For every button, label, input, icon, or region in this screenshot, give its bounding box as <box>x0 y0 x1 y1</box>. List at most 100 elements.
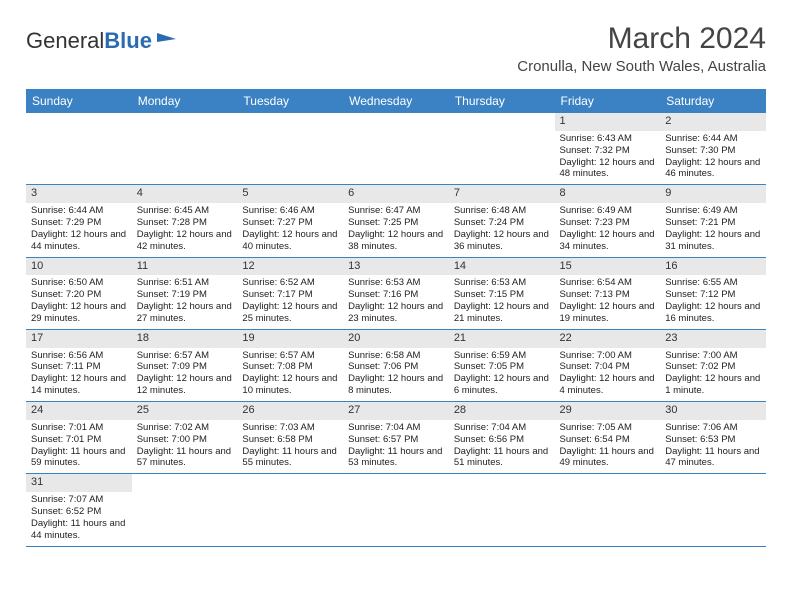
daylight-line: Daylight: 12 hours and 14 minutes. <box>31 373 127 397</box>
calendar-week-row: 10Sunrise: 6:50 AMSunset: 7:20 PMDayligh… <box>26 257 766 329</box>
sunset-line: Sunset: 7:25 PM <box>348 217 444 229</box>
day-number: 6 <box>343 185 449 203</box>
calendar-day-cell: 9 Sunrise: 6:49 AMSunset: 7:21 PMDaylight… <box>660 185 766 257</box>
sunset-line: Sunset: 6:58 PM <box>242 434 338 446</box>
daylight-line: Daylight: 11 hours and 49 minutes. <box>560 446 656 470</box>
sunset-line: Sunset: 7:05 PM <box>454 361 550 373</box>
daylight-line: Daylight: 12 hours and 27 minutes. <box>137 301 233 325</box>
sunrise-line: Sunrise: 7:01 AM <box>31 422 127 434</box>
sunset-line: Sunset: 7:32 PM <box>560 145 656 157</box>
daylight-line: Daylight: 12 hours and 21 minutes. <box>454 301 550 325</box>
calendar-week-row: 3Sunrise: 6:44 AMSunset: 7:29 PMDaylight… <box>26 185 766 257</box>
sunset-line: Sunset: 7:01 PM <box>31 434 127 446</box>
sunrise-line: Sunrise: 7:05 AM <box>560 422 656 434</box>
calendar-day-cell: 1Sunrise: 6:43 AMSunset: 7:32 PMDaylight… <box>555 113 661 185</box>
sunset-line: Sunset: 7:16 PM <box>348 289 444 301</box>
header: GeneralBlue March 2024 Cronulla, New Sou… <box>26 22 766 75</box>
sunrise-line: Sunrise: 6:50 AM <box>31 277 127 289</box>
sunrise-line: Sunrise: 7:04 AM <box>454 422 550 434</box>
calendar-day-cell: 17Sunrise: 6:56 AMSunset: 7:11 PMDayligh… <box>26 329 132 401</box>
calendar-day-cell: 4Sunrise: 6:45 AMSunset: 7:28 PMDaylight… <box>132 185 238 257</box>
daylight-line: Daylight: 11 hours and 57 minutes. <box>137 446 233 470</box>
sunrise-line: Sunrise: 6:47 AM <box>348 205 444 217</box>
sunset-line: Sunset: 7:12 PM <box>665 289 761 301</box>
daylight-line: Daylight: 12 hours and 36 minutes. <box>454 229 550 253</box>
calendar-day-cell: 8Sunrise: 6:49 AMSunset: 7:23 PMDaylight… <box>555 185 661 257</box>
daylight-line: Daylight: 11 hours and 51 minutes. <box>454 446 550 470</box>
calendar-day-cell: 15Sunrise: 6:54 AMSunset: 7:13 PMDayligh… <box>555 257 661 329</box>
calendar-day-cell: 20Sunrise: 6:58 AMSunset: 7:06 PMDayligh… <box>343 329 449 401</box>
daylight-line: Daylight: 11 hours and 59 minutes. <box>31 446 127 470</box>
day-number: 31 <box>26 474 132 492</box>
calendar-day-cell: 6Sunrise: 6:47 AMSunset: 7:25 PMDaylight… <box>343 185 449 257</box>
daylight-line: Daylight: 11 hours and 47 minutes. <box>665 446 761 470</box>
sunrise-line: Sunrise: 7:02 AM <box>137 422 233 434</box>
logo-text-1: General <box>26 28 104 53</box>
sunrise-line: Sunrise: 6:52 AM <box>242 277 338 289</box>
day-number: 3 <box>26 185 132 203</box>
sunset-line: Sunset: 7:23 PM <box>560 217 656 229</box>
day-number: 28 <box>449 402 555 420</box>
day-number: 22 <box>555 330 661 348</box>
sunset-line: Sunset: 7:08 PM <box>242 361 338 373</box>
daylight-line: Daylight: 12 hours and 6 minutes. <box>454 373 550 397</box>
daylight-line: Daylight: 12 hours and 10 minutes. <box>242 373 338 397</box>
calendar-blank-cell <box>343 113 449 185</box>
sunset-line: Sunset: 7:11 PM <box>31 361 127 373</box>
calendar-day-cell: 19Sunrise: 6:57 AMSunset: 7:08 PMDayligh… <box>237 329 343 401</box>
calendar-day-cell: 14Sunrise: 6:53 AMSunset: 7:15 PMDayligh… <box>449 257 555 329</box>
sunset-line: Sunset: 7:17 PM <box>242 289 338 301</box>
sunset-line: Sunset: 6:52 PM <box>31 506 127 518</box>
sunrise-line: Sunrise: 6:53 AM <box>348 277 444 289</box>
day-number: 30 <box>660 402 766 420</box>
day-number: 7 <box>449 185 555 203</box>
day-number: 29 <box>555 402 661 420</box>
calendar-day-cell: 29Sunrise: 7:05 AMSunset: 6:54 PMDayligh… <box>555 402 661 474</box>
day-number: 12 <box>237 258 343 276</box>
calendar-day-cell: 30 Sunrise: 7:06 AMSunset: 6:53 PMDayligh… <box>660 402 766 474</box>
calendar-week-row: 1Sunrise: 6:43 AMSunset: 7:32 PMDaylight… <box>26 113 766 185</box>
location: Cronulla, New South Wales, Australia <box>517 58 766 75</box>
sunset-line: Sunset: 7:28 PM <box>137 217 233 229</box>
calendar-blank-cell <box>132 474 238 546</box>
calendar-day-cell: 21Sunrise: 6:59 AMSunset: 7:05 PMDayligh… <box>449 329 555 401</box>
calendar-week-row: 17Sunrise: 6:56 AMSunset: 7:11 PMDayligh… <box>26 329 766 401</box>
sunrise-line: Sunrise: 6:58 AM <box>348 350 444 362</box>
title-block: March 2024 Cronulla, New South Wales, Au… <box>517 22 766 75</box>
weekday-header-row: SundayMondayTuesdayWednesdayThursdayFrid… <box>26 89 766 113</box>
sunrise-line: Sunrise: 6:49 AM <box>665 205 761 217</box>
calendar-blank-cell <box>343 474 449 546</box>
month-title: March 2024 <box>517 22 766 56</box>
calendar-day-cell: 11Sunrise: 6:51 AMSunset: 7:19 PMDayligh… <box>132 257 238 329</box>
calendar-blank-cell <box>26 113 132 185</box>
day-number: 23 <box>660 330 766 348</box>
sunset-line: Sunset: 7:15 PM <box>454 289 550 301</box>
sunrise-line: Sunrise: 6:57 AM <box>242 350 338 362</box>
daylight-line: Daylight: 12 hours and 34 minutes. <box>560 229 656 253</box>
day-number: 9 <box>660 185 766 203</box>
daylight-line: Daylight: 12 hours and 29 minutes. <box>31 301 127 325</box>
calendar-table: SundayMondayTuesdayWednesdayThursdayFrid… <box>26 89 766 547</box>
day-number: 4 <box>132 185 238 203</box>
calendar-blank-cell <box>660 474 766 546</box>
sunrise-line: Sunrise: 7:07 AM <box>31 494 127 506</box>
calendar-day-cell: 3Sunrise: 6:44 AMSunset: 7:29 PMDaylight… <box>26 185 132 257</box>
calendar-blank-cell <box>132 113 238 185</box>
day-number: 18 <box>132 330 238 348</box>
day-number: 15 <box>555 258 661 276</box>
sunrise-line: Sunrise: 7:06 AM <box>665 422 761 434</box>
calendar-week-row: 24Sunrise: 7:01 AMSunset: 7:01 PMDayligh… <box>26 402 766 474</box>
calendar-blank-cell <box>555 474 661 546</box>
daylight-line: Daylight: 12 hours and 48 minutes. <box>560 157 656 181</box>
calendar-blank-cell <box>237 474 343 546</box>
weekday-header: Monday <box>132 89 238 113</box>
sunset-line: Sunset: 7:21 PM <box>665 217 761 229</box>
daylight-line: Daylight: 12 hours and 31 minutes. <box>665 229 761 253</box>
sunset-line: Sunset: 6:53 PM <box>665 434 761 446</box>
sunset-line: Sunset: 6:56 PM <box>454 434 550 446</box>
daylight-line: Daylight: 12 hours and 8 minutes. <box>348 373 444 397</box>
sunrise-line: Sunrise: 7:04 AM <box>348 422 444 434</box>
sunrise-line: Sunrise: 6:49 AM <box>560 205 656 217</box>
sunrise-line: Sunrise: 6:53 AM <box>454 277 550 289</box>
weekday-header: Friday <box>555 89 661 113</box>
